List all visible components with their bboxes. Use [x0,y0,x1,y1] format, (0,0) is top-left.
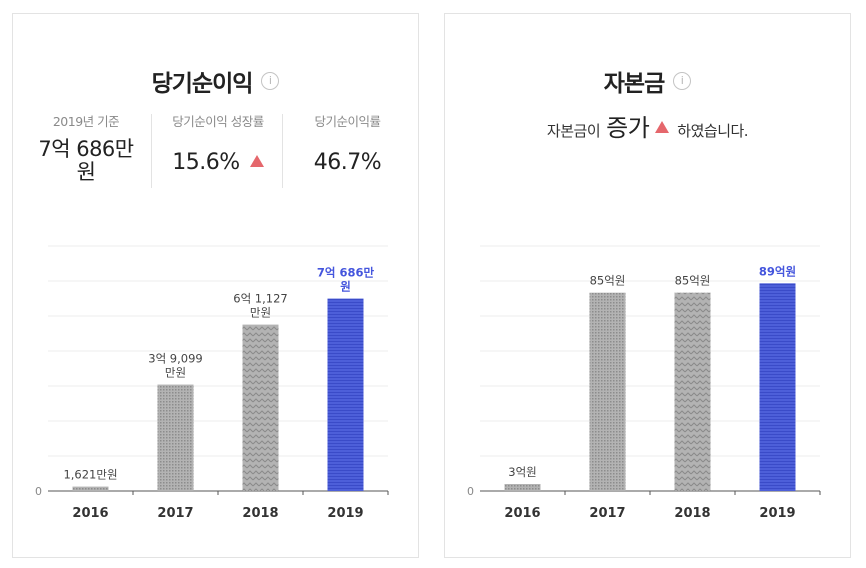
data-label: 89억원 [759,264,796,278]
stat-label: 2019년 기준 [52,114,120,129]
bar-2018 [674,292,711,491]
data-label: 85억원 [675,274,711,288]
x-tick-label: 2019 [759,506,795,521]
y-tick-label: 0 [35,485,42,498]
bar-2017 [589,292,626,491]
data-label: 3억 9,099 만원 [148,352,202,380]
x-tick-label: 2018 [674,506,710,521]
stat-growth-rate: 당기순이익 성장률 15.6% [153,111,283,175]
stat-margin: 당기순이익률 46.7% [285,111,410,175]
x-tick-label: 2017 [157,506,193,521]
growth-rate-value: 15.6% [172,150,240,175]
stat-label: 당기순이익 성장률 [172,114,264,129]
bar-2019 [759,283,796,491]
stat-base-year: 2019년 기준 7억 686만 원 [31,111,141,184]
x-tick-label: 2016 [504,506,540,521]
trend-up-icon [249,155,264,167]
trend-up-icon [655,121,670,133]
x-tick-label: 2017 [589,506,625,521]
info-icon[interactable]: i [673,72,692,90]
card-title-text: 자본금 [603,71,665,97]
data-label: 6억 1,127 만원 [233,292,287,320]
data-label: 7억 686만 원 [317,266,375,294]
info-icon[interactable]: i [261,72,280,90]
data-label: 85억원 [590,274,626,288]
net-income-bar-chart: 0 2016 1,621만원 2017 3억 9,099 만원 2018 6억 1,127 만원… [35,245,389,521]
summary-keyword: 증가 [606,114,650,142]
data-label: 3억원 [508,465,536,479]
stat-value: 7억 686만 원 [38,137,134,184]
data-label: 1,621만원 [63,468,117,482]
net-income-card: 당기순이익 i 2019년 기준 7억 686만 원 당기순이익 성장률 15.… [12,13,419,558]
x-tick-label: 2019 [327,506,363,521]
bar-2018 [242,324,279,491]
stat-divider [151,114,152,188]
x-tick-label: 2016 [72,506,108,521]
stat-value: 15.6% [153,150,283,175]
capital-title: 자본금 i [445,64,850,98]
stat-label: 당기순이익률 [314,114,381,129]
summary-prefix: 자본금이 [546,122,601,140]
capital-bar-chart: 0 2016 3억원 2017 85억원 2018 85억원 2019 89억원 [467,245,821,521]
capital-card: 자본금 i 자본금이 증가 하였습니다. 0 2016 3억원 2017 85억원 201… [444,13,851,558]
y-tick-label: 0 [467,485,474,498]
stat-value: 46.7% [313,150,382,175]
bar-2016 [504,484,541,491]
net-income-title: 당기순이익 i [13,64,418,98]
summary-suffix: 하였습니다. [677,122,749,140]
capital-summary: 자본금이 증가 하였습니다. [445,108,850,143]
card-title-text: 당기순이익 [151,71,254,97]
bar-2017 [157,384,194,491]
x-tick-label: 2018 [242,506,278,521]
bar-2016 [72,486,109,491]
bar-2019 [327,298,364,491]
stat-divider [282,114,283,188]
